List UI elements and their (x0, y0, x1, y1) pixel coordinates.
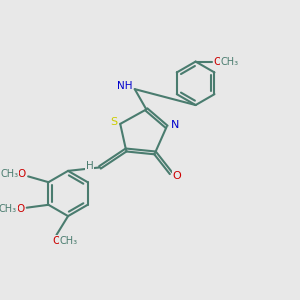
Text: NH: NH (117, 81, 132, 91)
Text: H: H (86, 161, 94, 171)
Text: O: O (172, 171, 181, 181)
Text: O: O (214, 57, 222, 67)
Text: N: N (171, 120, 179, 130)
Text: S: S (110, 118, 117, 128)
Text: O: O (16, 204, 25, 214)
Text: CH₃: CH₃ (0, 204, 17, 214)
Text: CH₃: CH₃ (0, 169, 18, 179)
Text: O: O (52, 236, 61, 246)
Text: O: O (18, 169, 26, 179)
Text: CH₃: CH₃ (220, 57, 238, 67)
Text: CH₃: CH₃ (60, 236, 78, 246)
